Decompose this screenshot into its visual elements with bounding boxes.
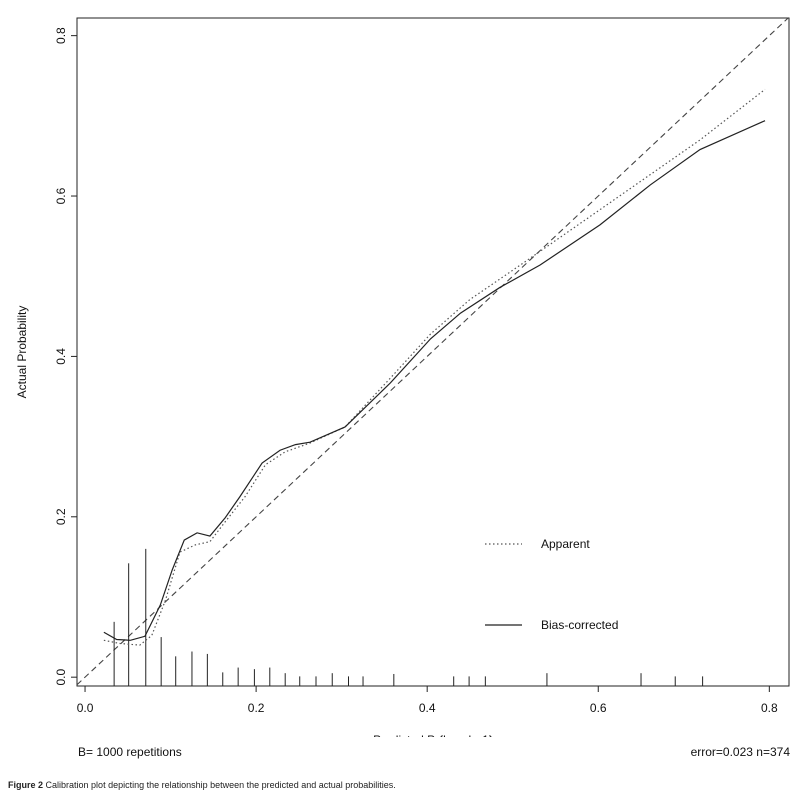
x-tick-label: 0.0	[77, 701, 94, 715]
x-tick-label: 0.8	[761, 701, 778, 715]
plot-frame	[76, 17, 790, 687]
legend-label: Apparent	[541, 537, 590, 551]
annotation: B= 1000 repetitions	[78, 745, 182, 759]
annotation: error=0.023 n=374	[691, 745, 791, 759]
ideal-line	[76, 17, 789, 686]
y-tick-label: 0.8	[54, 27, 68, 44]
y-tick-label: 0.4	[54, 348, 68, 365]
caption: Figure 2 Calibration plot depicting the …	[8, 780, 396, 790]
chart: Actual Probability Predicted Pr{lymph=1}…	[0, 17, 806, 759]
y-tick-label: 0.2	[54, 508, 68, 525]
x-tick-label: 0.4	[419, 701, 436, 715]
y-tick-label: 0.6	[54, 187, 68, 204]
x-tick-label: 0.6	[590, 701, 607, 715]
legend-label: Bias-corrected	[541, 618, 618, 632]
y-axis-label: Actual Probability	[15, 306, 29, 399]
x-tick-label: 0.2	[248, 701, 265, 715]
caption-text: Calibration plot depicting the relations…	[45, 780, 396, 790]
y-tick-label: 0.0	[54, 669, 68, 686]
series-line	[103, 120, 766, 641]
crop-band	[0, 737, 806, 751]
series-line	[103, 88, 766, 646]
caption-label: Figure 2	[8, 780, 44, 790]
